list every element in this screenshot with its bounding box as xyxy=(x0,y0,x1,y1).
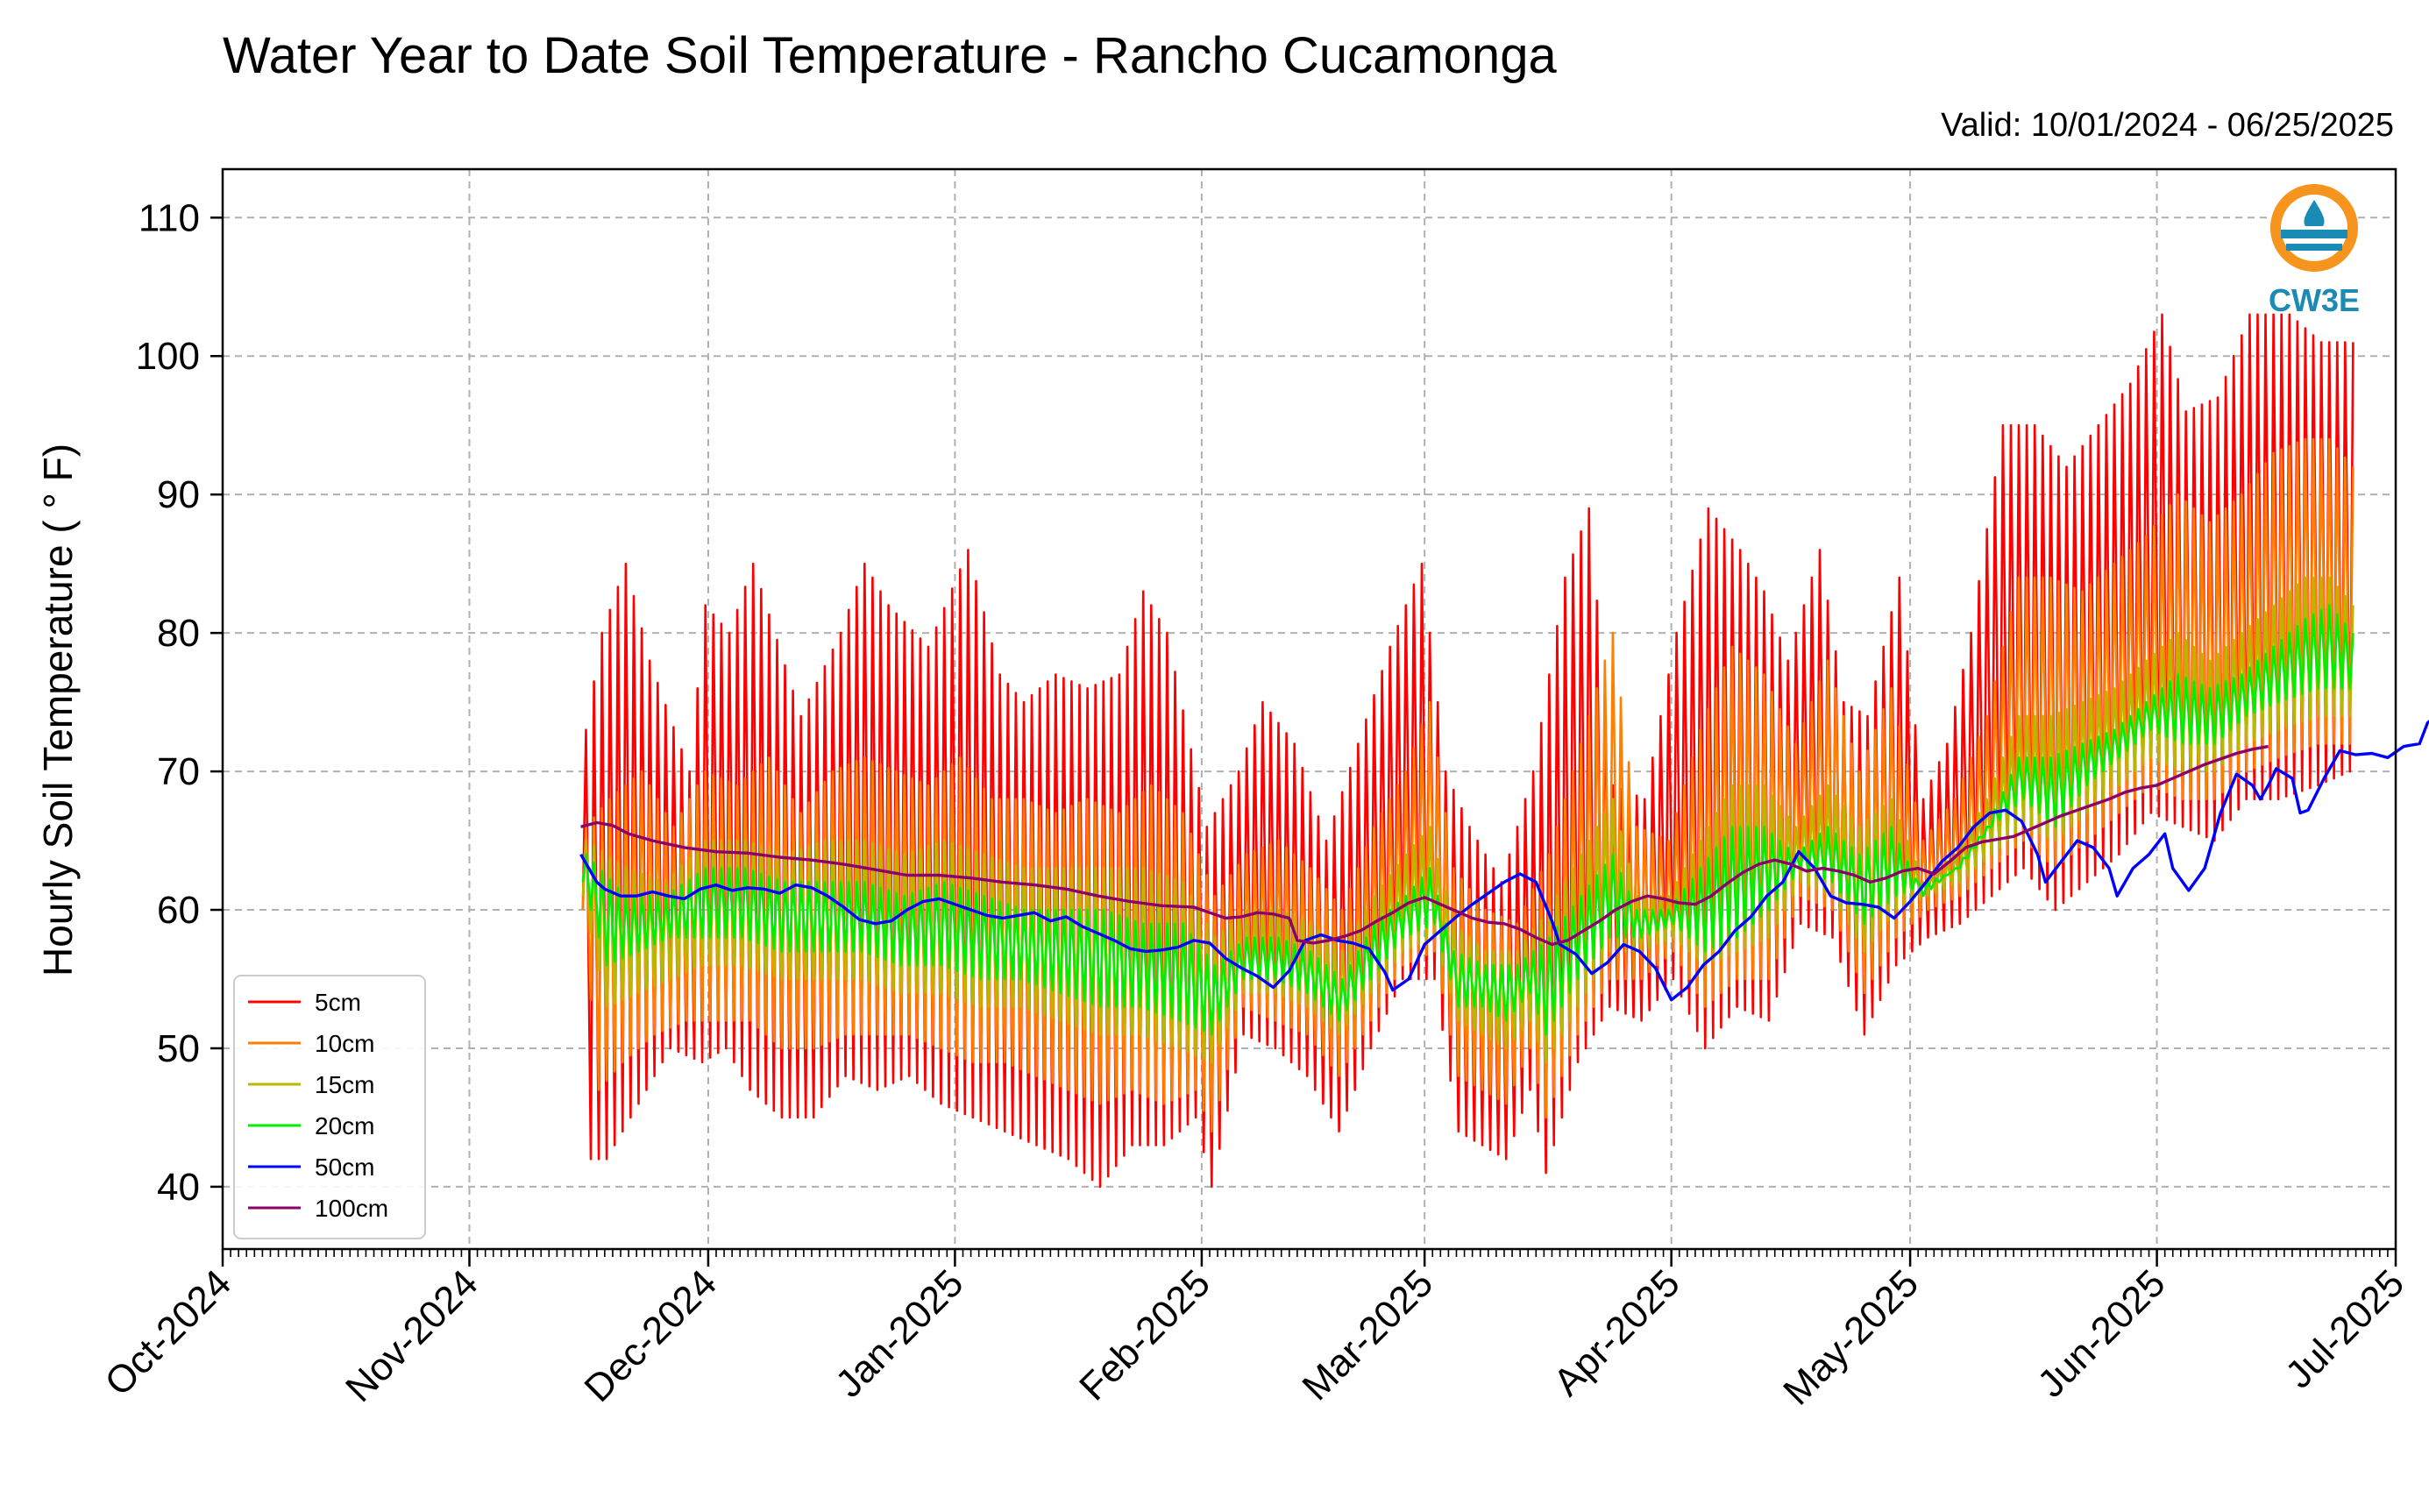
cw3e-logo: CW3E xyxy=(2269,184,2360,318)
legend-box xyxy=(233,975,426,1239)
logo-wave-icon xyxy=(2286,244,2342,251)
x-tick-label: Mar-2025 xyxy=(1294,1261,1441,1409)
x-tick-label: Jul-2025 xyxy=(2277,1261,2412,1396)
series-line-20cm xyxy=(581,604,2354,1036)
legend-label: 20cm xyxy=(315,1112,374,1139)
legend-label: 100cm xyxy=(315,1195,388,1222)
x-tick-label: Jun-2025 xyxy=(2029,1261,2173,1405)
logo-text: CW3E xyxy=(2269,282,2360,318)
y-tick-label: 80 xyxy=(157,612,200,655)
y-tick-label: 40 xyxy=(157,1166,200,1209)
y-tick-label: 90 xyxy=(157,473,200,516)
series-lines xyxy=(579,313,2429,1189)
x-tick-label: May-2025 xyxy=(1775,1261,1927,1413)
y-tick-label: 70 xyxy=(157,750,200,793)
x-tick-label: Nov-2024 xyxy=(337,1261,487,1410)
series-line-50cm xyxy=(579,720,2429,1002)
y-tick-label: 110 xyxy=(138,196,200,239)
legend-label: 10cm xyxy=(315,1030,374,1057)
x-tick-label: Jan-2025 xyxy=(827,1261,971,1405)
x-tick-label: Oct-2024 xyxy=(96,1261,239,1404)
legend-label: 15cm xyxy=(315,1071,374,1098)
chart-subtitle: Valid: 10/01/2024 - 06/25/2025 xyxy=(1941,107,2394,144)
series-line-100cm xyxy=(580,744,2269,947)
x-tick-label: Apr-2025 xyxy=(1545,1261,1688,1404)
x-tick-label: Feb-2025 xyxy=(1071,1261,1218,1409)
x-tick-label: Dec-2024 xyxy=(576,1261,725,1410)
y-axis-label: Hourly Soil Temperature ( ° F) xyxy=(35,444,81,976)
logo-drop-icon xyxy=(2304,200,2325,226)
logo-wave-icon xyxy=(2281,230,2347,238)
legend-label: 50cm xyxy=(315,1154,374,1181)
y-tick-label: 60 xyxy=(157,889,200,932)
legend: 5cm 10cm 15cm 20cm 50cm 100cm xyxy=(233,975,426,1239)
y-tick-label: 50 xyxy=(157,1027,200,1070)
legend-label: 5cm xyxy=(315,989,361,1016)
plot-frame xyxy=(221,167,2397,1251)
chart-title: Water Year to Date Soil Temperature - Ra… xyxy=(223,27,1557,84)
y-tick-label: 100 xyxy=(136,335,200,378)
